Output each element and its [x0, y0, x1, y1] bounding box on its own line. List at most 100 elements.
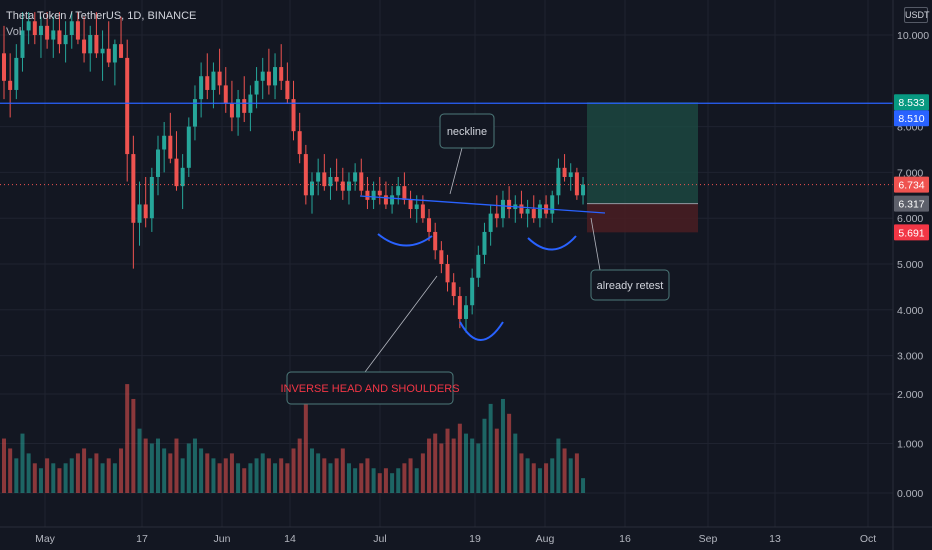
candle — [451, 273, 456, 306]
candle — [291, 80, 296, 141]
price-label-text: 6.317 — [898, 199, 924, 211]
volume-bar — [494, 428, 499, 493]
candle-body — [217, 71, 222, 86]
x-tick-label: 14 — [284, 533, 296, 545]
candle-body — [482, 231, 487, 255]
candle-body — [149, 176, 154, 219]
volume-bar — [32, 463, 37, 493]
volume-bar — [192, 438, 197, 493]
neckline-line — [359, 195, 606, 214]
candle — [205, 53, 210, 100]
candle-body — [143, 204, 148, 219]
volume-bar — [26, 453, 31, 493]
volume-bar — [63, 463, 68, 493]
volume-bar — [14, 458, 19, 493]
candle — [507, 186, 512, 219]
volume-bar — [377, 473, 382, 493]
candle-body — [119, 44, 124, 58]
candle-body — [82, 39, 87, 54]
price-label: 6.317 — [894, 195, 929, 212]
volume-bar — [186, 443, 191, 493]
volume-bar — [562, 448, 567, 493]
candle — [223, 67, 228, 113]
candle — [494, 195, 499, 228]
candle — [390, 186, 395, 214]
volume-bar — [346, 463, 351, 493]
retest-note-text: already retest — [597, 280, 664, 292]
candle-body — [556, 167, 561, 196]
candle-body — [20, 30, 25, 58]
candle — [285, 62, 290, 104]
volume-bar — [131, 398, 136, 493]
volume-bar — [519, 453, 524, 493]
volume-bar — [94, 453, 99, 493]
price-label-text: 8.533 — [898, 97, 924, 109]
candle — [149, 167, 154, 232]
candle-body — [174, 158, 179, 187]
target-zone — [587, 102, 698, 204]
volume-bar — [402, 463, 407, 493]
volume-bar — [568, 458, 573, 493]
candle-body — [519, 204, 524, 214]
candle — [581, 176, 586, 205]
candle — [334, 158, 339, 191]
pattern-note-text: INVERSE HEAD AND SHOULDERS — [280, 383, 459, 395]
candle-body — [192, 99, 197, 127]
candle — [174, 131, 179, 191]
volume-bar — [550, 458, 555, 493]
volume-bar — [316, 453, 321, 493]
candle — [131, 135, 136, 269]
candle-body — [328, 176, 333, 187]
candle-body — [581, 184, 586, 196]
candle-body — [291, 99, 296, 132]
candle-body — [470, 277, 475, 306]
candle-body — [494, 213, 499, 219]
candle — [32, 12, 37, 45]
candle-body — [476, 254, 481, 278]
candle-body — [186, 126, 191, 168]
y-tick-label: 6.000 — [897, 213, 923, 225]
volume-bar — [143, 438, 148, 493]
candle — [445, 254, 450, 292]
volume-bar — [297, 438, 302, 493]
volume-bar — [303, 398, 308, 493]
candle — [371, 181, 376, 210]
retest-callout-line — [590, 217, 601, 271]
candle-body — [507, 199, 512, 210]
candle-body — [439, 250, 444, 264]
candle-body — [464, 305, 468, 319]
volume-bar — [180, 458, 185, 493]
volume-bar — [340, 448, 345, 493]
volume-bar — [162, 448, 167, 493]
candle — [156, 135, 160, 196]
pattern-callout-line — [364, 275, 438, 373]
volume-tick-label: 2.000 — [897, 389, 923, 401]
neckline-note: neckline — [439, 113, 495, 149]
volume-bar — [574, 453, 579, 493]
candle-body — [26, 21, 31, 31]
candle-body — [451, 282, 456, 297]
volume-bar — [556, 438, 561, 493]
volume-bar — [125, 384, 130, 493]
volume-bar — [581, 478, 586, 493]
currency-button[interactable]: USDT — [904, 7, 930, 23]
volume-bar — [156, 438, 160, 493]
candle — [125, 39, 130, 182]
volume-bar — [279, 458, 284, 493]
chart-title: Theta Token / TetherUS, 1D, BINANCE — [6, 10, 197, 22]
candle-body — [168, 135, 173, 159]
pattern-drawings: neckline already retest INVERSE HEAD AND S… — [280, 113, 670, 405]
candle — [63, 21, 68, 63]
candle-body — [75, 21, 80, 40]
pattern-note: INVERSE HEAD AND SHOULDERS — [280, 371, 460, 405]
candle — [168, 112, 173, 164]
price-label-text: 5.691 — [898, 227, 924, 239]
candle — [340, 167, 345, 200]
candle-body — [346, 181, 351, 191]
candle — [199, 62, 204, 118]
candle-body — [316, 172, 321, 182]
candle-body — [236, 99, 241, 118]
candle — [248, 85, 253, 132]
candle — [8, 53, 13, 118]
